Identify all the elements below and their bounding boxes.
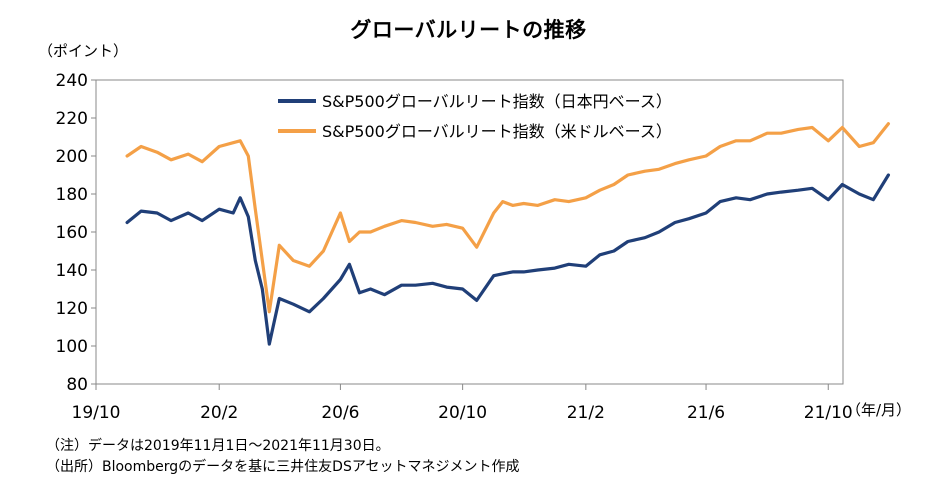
legend-label: S&P500グローバルリート指数（日本円ベース） <box>322 92 672 111</box>
y-tick-label: 120 <box>56 299 88 319</box>
chart-title: グローバルリートの推移 <box>350 18 587 42</box>
y-tick-label: 240 <box>56 71 88 91</box>
legend-label: S&P500グローバルリート指数（米ドルベース） <box>322 122 672 141</box>
series-line <box>125 122 891 314</box>
y-tick-label: 140 <box>56 261 88 281</box>
x-tick-label: 20/6 <box>321 403 359 423</box>
y-tick-label: 220 <box>56 109 88 129</box>
y-tick-label: 160 <box>56 223 88 243</box>
y-tick-label: 180 <box>56 185 88 205</box>
x-axis: 19/10 20/2 20/6 20/10 21/2 21/6 21/10 <box>72 384 853 423</box>
legend: S&P500グローバルリート指数（日本円ベース） S&P500グローバルリート指数… <box>278 92 672 141</box>
x-tick-label: 21/6 <box>687 403 725 423</box>
x-tick-label: 21/10 <box>804 403 853 423</box>
x-tick-label: 20/10 <box>438 403 487 423</box>
source-note: （出所）Bloombergのデータを基に三井住友DSアセットマネジメント作成 <box>46 459 520 475</box>
y-tick-label: 200 <box>56 147 88 167</box>
y-unit-label: （ポイント） <box>38 42 129 60</box>
x-tick-label: 20/2 <box>200 403 238 423</box>
x-tick-label: 21/2 <box>567 403 605 423</box>
x-tick-label: 19/10 <box>72 403 121 423</box>
y-tick-label: 80 <box>66 375 88 395</box>
footnote: （注）データは2019年11月1日～2021年11月30日。 <box>46 438 390 454</box>
x-unit-label: （年/月） <box>846 401 912 419</box>
series-line <box>125 173 891 346</box>
y-axis: 80 100 120 140 160 180 200 220 240 <box>56 71 96 395</box>
series-lines <box>125 122 891 346</box>
y-tick-label: 100 <box>56 337 88 357</box>
